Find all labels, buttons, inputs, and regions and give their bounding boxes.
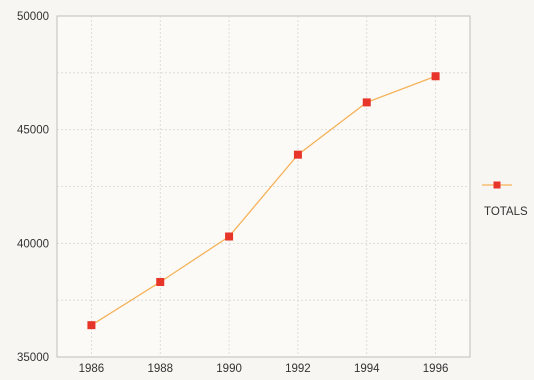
y-tick-label: 40000: [17, 238, 49, 250]
grid-layer: [56, 15, 471, 358]
data-point: [156, 277, 165, 286]
series-line: [91, 75, 436, 326]
y-tick-label: 45000: [17, 125, 49, 137]
x-tick-label: 1994: [354, 363, 380, 375]
axis-layer: 35000 40000 45000 50000 1986 1988 1990 1992 1994…: [17, 11, 448, 375]
legend: TOTALS: [482, 181, 528, 218]
data-point: [431, 72, 440, 81]
data-point: [362, 98, 371, 107]
x-tick-label: 1988: [147, 363, 173, 375]
x-tick-label: 1992: [285, 363, 311, 375]
series-layer: [87, 72, 440, 330]
x-tick-label: 1990: [216, 363, 242, 375]
data-point: [87, 321, 96, 330]
legend-marker-swatch: [493, 181, 501, 189]
legend-label: TOTALS: [484, 206, 528, 218]
y-tick-label: 35000: [17, 352, 49, 364]
data-point: [293, 150, 302, 159]
y-tick-label: 50000: [17, 11, 49, 23]
data-point: [225, 232, 234, 241]
x-tick-label: 1986: [79, 363, 105, 375]
x-tick-label: 1996: [423, 363, 449, 375]
